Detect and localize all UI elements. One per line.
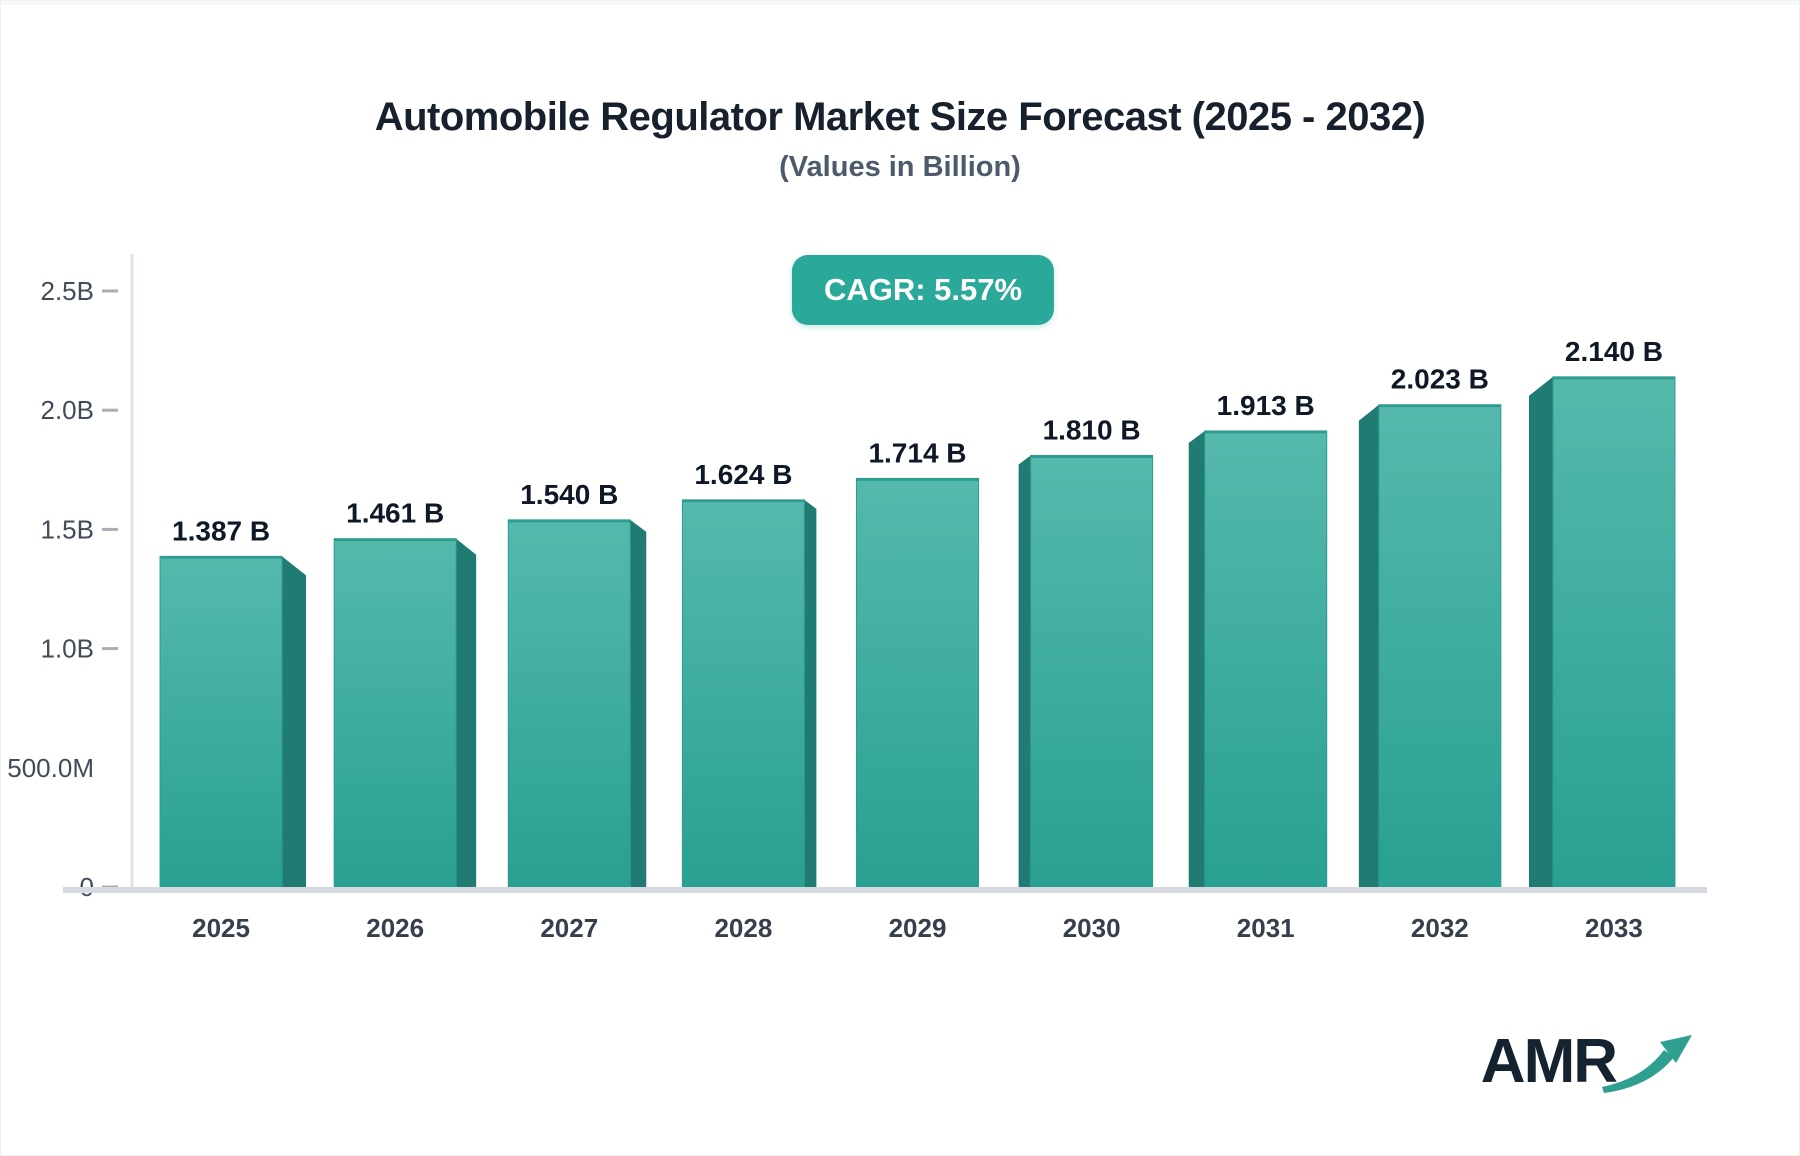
x-axis-label: 2025 xyxy=(192,913,250,943)
bar-side-face xyxy=(1018,455,1031,887)
bar-front-face xyxy=(1378,404,1502,888)
y-axis-label: 1.0B xyxy=(41,634,95,664)
growth-arrow-icon xyxy=(1602,1035,1692,1093)
bar-front-face xyxy=(159,555,283,888)
x-axis-label: 2027 xyxy=(540,913,598,943)
bar-value-label: 1.624 B xyxy=(694,459,792,490)
bar-value-label: 2.140 B xyxy=(1565,336,1663,367)
y-axis-label: 1.5B xyxy=(41,514,95,544)
bar-2028: 1.624 B 2028 xyxy=(681,459,817,943)
bar-front-face xyxy=(333,538,457,888)
bar-2031: 1.913 B 2031 xyxy=(1188,390,1328,943)
chart-title: Automobile Regulator Market Size Forecas… xyxy=(374,95,1426,139)
x-axis-label: 2029 xyxy=(889,913,947,943)
bar-value-label: 2.023 B xyxy=(1391,364,1489,395)
bars-group: 1.387 B 2025 1.461 B 2026 1.540 B 2027 1.624 B… xyxy=(159,336,1676,943)
amr-logo-text: AMR xyxy=(1480,1027,1618,1096)
bar-value-label: 1.714 B xyxy=(868,437,966,468)
bar-side-face xyxy=(804,499,817,887)
bar-side-face xyxy=(1358,404,1379,887)
amr-logo: AMR xyxy=(1481,1031,1704,1099)
x-axis-baseline xyxy=(63,887,1707,893)
x-axis-label: 2028 xyxy=(714,913,772,943)
bar-2025: 1.387 B 2025 xyxy=(159,515,307,943)
bar-front-face xyxy=(1204,430,1328,888)
bar-side-face xyxy=(282,556,307,887)
bar-front-face xyxy=(507,519,631,888)
cagr-badge: CAGR: 5.57% xyxy=(791,255,1055,325)
bar-front-face xyxy=(1030,454,1154,888)
x-axis-label: 2026 xyxy=(366,913,424,943)
bar-2029: 1.714 B 2029 xyxy=(856,437,979,943)
bar-value-label: 1.461 B xyxy=(346,498,444,529)
bar-front-face xyxy=(1552,376,1676,888)
x-axis-label: 2031 xyxy=(1237,913,1295,943)
y-axis-label: 500.0M xyxy=(7,753,94,783)
y-axis-label: 2.5B xyxy=(41,276,95,306)
bar-front-face xyxy=(681,499,805,888)
bar-value-label: 1.387 B xyxy=(172,515,270,546)
y-axis-label: 2.0B xyxy=(41,395,95,425)
bar-value-label: 1.810 B xyxy=(1043,414,1141,445)
bar-2027: 1.540 B 2027 xyxy=(507,479,647,943)
x-axis-label: 2033 xyxy=(1585,913,1643,943)
bar-value-label: 1.913 B xyxy=(1217,390,1315,421)
x-axis-label: 2032 xyxy=(1411,913,1469,943)
bar-value-label: 1.540 B xyxy=(520,479,618,510)
bar-front-face xyxy=(856,477,979,888)
x-axis-label: 2030 xyxy=(1063,913,1121,943)
bar-side-face xyxy=(630,519,647,887)
bar-side-face xyxy=(456,538,477,887)
bar-2030: 1.810 B 2030 xyxy=(1018,414,1154,943)
chart-subtitle: (Values in Billion) xyxy=(779,151,1021,183)
bar-2026: 1.461 B 2026 xyxy=(333,498,477,943)
bar-side-face xyxy=(1188,430,1205,887)
bar-side-face xyxy=(1528,376,1553,887)
bar-2033: 2.140 B 2033 xyxy=(1528,336,1676,943)
bar-2032: 2.023 B 2032 xyxy=(1358,364,1502,943)
